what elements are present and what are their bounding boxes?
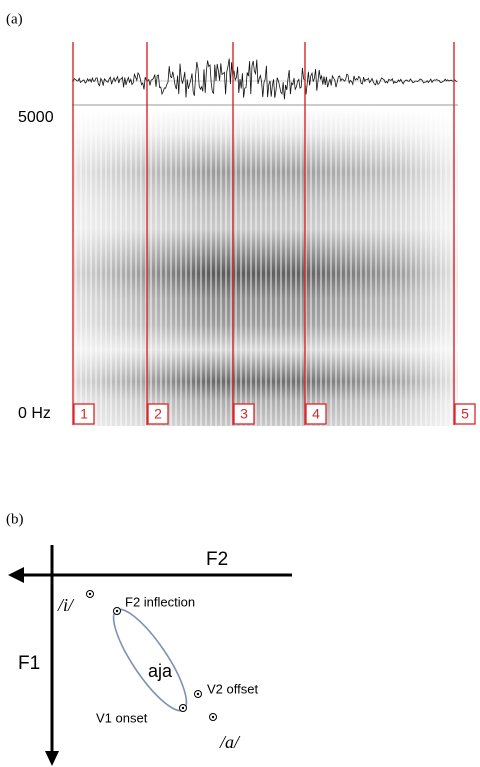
freq-bottom-label: 0 Hz xyxy=(18,405,51,422)
vowel-i: /i/ xyxy=(57,595,75,615)
f2-arrowhead xyxy=(8,567,24,583)
vowel-a: /a/ xyxy=(219,732,241,752)
point-label: V1 onset xyxy=(96,710,148,725)
waveform xyxy=(71,58,458,100)
trajectory-label: aja xyxy=(148,661,173,681)
point-label: F2 inflection xyxy=(125,594,195,609)
boundary-box xyxy=(233,403,255,425)
boundary-box xyxy=(305,403,327,425)
boundary-label: 3 xyxy=(240,406,248,422)
panel-label: (b) xyxy=(6,511,24,527)
boundary-box xyxy=(73,403,95,425)
spectrogram-intensity xyxy=(74,108,458,426)
boundary-box xyxy=(147,403,169,425)
panel-label: (a) xyxy=(6,11,23,27)
f1-label: F1 xyxy=(18,653,40,674)
point-label: V2 offset xyxy=(207,681,258,696)
boundary-label: 4 xyxy=(312,406,320,422)
boundary-label: 2 xyxy=(154,406,162,422)
boundary-box xyxy=(454,403,476,425)
boundary-label: 1 xyxy=(80,406,88,422)
freq-top-label: 5000 xyxy=(18,109,54,126)
boundary-label: 5 xyxy=(461,406,469,422)
f1-arrowhead xyxy=(45,751,59,766)
f2-label: F2 xyxy=(206,549,228,570)
